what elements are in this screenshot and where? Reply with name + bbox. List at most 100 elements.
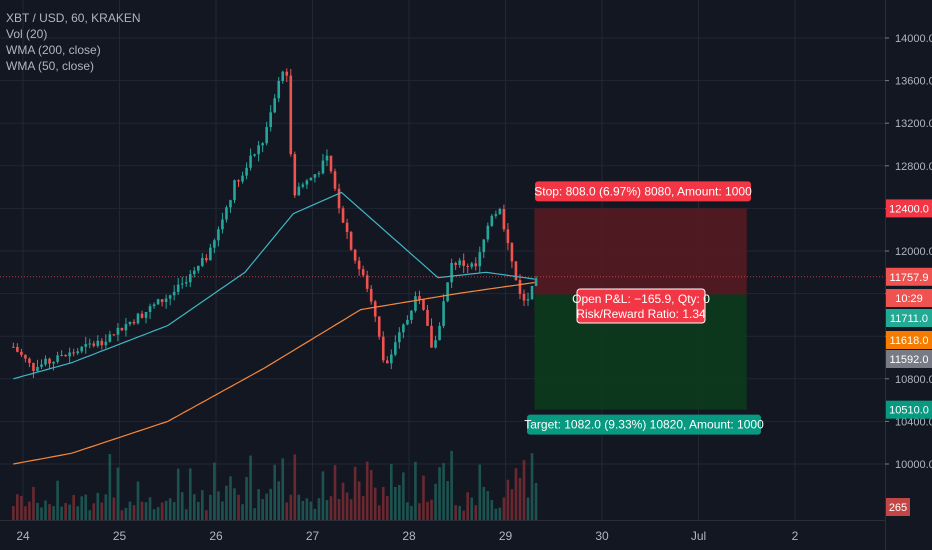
volume-bar [530,453,534,520]
price-badge-bg [886,400,932,419]
volume-bar [205,510,208,520]
price-badge[interactable]: 11711.0 [886,309,932,327]
indicator-wma50[interactable]: WMA (50, close) [6,59,95,73]
candle-body [24,354,27,359]
volume-bar [418,503,421,520]
volume-bar [289,494,293,520]
volume-bar [357,481,361,520]
price-axis[interactable]: 10000.010400.010800.011200.011600.012000… [885,33,932,516]
candle-body [398,332,401,343]
candle-body [313,174,317,178]
indicator-vol[interactable]: Vol (20) [6,27,48,41]
volume-bar [52,506,55,520]
candle-body [297,186,301,196]
stop-label-bg [535,181,751,202]
candle-body [466,265,470,267]
price-badge-bg [886,289,932,307]
time-tick-label: 28 [402,529,416,543]
volume-bar [313,508,317,520]
candle-body [390,354,393,364]
candle-body [241,175,244,182]
volume-bar [414,461,417,520]
candle-body [490,215,494,226]
price-badge[interactable]: 10510.0 [886,400,932,419]
volume-badge-text: 265 [889,502,907,514]
time-axis[interactable]: 24 25 26 27 28 29 30 Jul 2 [16,529,798,543]
candle-body [237,180,240,182]
candle-body [249,155,252,168]
candle-body [152,304,156,307]
volume-bar [188,468,192,520]
candles [12,68,538,378]
candle-body [394,342,397,355]
candle-body [269,112,272,128]
candle-body [458,260,461,265]
time-tick-label: 29 [499,529,513,543]
stop-label[interactable]: Stop: 808.0 (6.97%) 8080, Amount: 1000 [534,181,752,202]
candle-body [502,209,506,230]
candle-body [341,208,345,223]
candle-body [337,188,341,209]
price-badge-text: 11757.9 [890,272,929,284]
price-badge[interactable]: 10:29 [886,289,932,307]
price-badge-bg [886,267,932,286]
price-badge[interactable]: 12400.0 [886,199,932,218]
volume-bar [192,494,196,520]
price-badge-text: 11618.0 [890,335,929,347]
volume-bar [16,494,19,520]
target-label[interactable]: Target: 1082.0 (9.33%) 10820, Amount: 10… [524,414,764,435]
volume-bar [293,454,297,520]
volume-bar [217,491,220,520]
candle-body [482,239,486,253]
price-badge-bg [886,350,932,368]
candle-body [430,325,433,348]
price-badge[interactable]: 11757.9 [886,267,932,286]
candle-body [168,295,172,299]
candle-body [205,258,208,261]
volume-bar [321,471,325,520]
candle-body [172,291,176,296]
position-labels[interactable]: Stop: 808.0 (6.97%) 8080, Amount: 1000 Ta… [524,181,764,435]
volume-bar [72,495,75,520]
candle-body [450,262,453,283]
price-tick-label: 13600.0 [895,76,932,88]
candle-body [510,243,514,262]
candle-body [160,299,164,303]
volume-bar [518,477,522,520]
price-badge[interactable]: 11618.0 [886,331,932,349]
candle-body [494,214,498,216]
volume-bar [446,481,449,520]
volume-bars [12,450,538,520]
price-badge-text: 10510.0 [889,405,929,417]
volume-bar [241,504,244,520]
time-tick-label: 25 [113,529,127,543]
candle-body [144,311,148,318]
volume-bar [385,495,389,520]
candle-body [349,232,353,250]
volume-bar [261,499,264,520]
candle-body [233,180,236,201]
candle-body [369,288,373,302]
candle-body [116,327,120,335]
candle-body [184,282,188,284]
indicator-wma200[interactable]: WMA (200, close) [6,43,101,57]
candle-body [261,143,264,146]
candle-body [192,270,196,275]
candle-body [410,310,413,320]
candle-body [217,229,220,241]
volume-bar [201,490,204,520]
candle-body [164,298,168,303]
candle-body [434,340,437,348]
candle-body [345,222,349,233]
volume-bar [526,497,530,520]
volume-bar [345,492,349,520]
candle-body [108,334,112,342]
symbol-title[interactable]: XBT / USD, 60, KRAKEN [6,11,141,25]
volume-bar [148,497,152,520]
price-tick-label: 10400.0 [895,416,932,428]
price-badge[interactable]: 11592.0 [886,350,932,368]
candle-body [80,346,84,352]
volume-bar [426,501,429,520]
